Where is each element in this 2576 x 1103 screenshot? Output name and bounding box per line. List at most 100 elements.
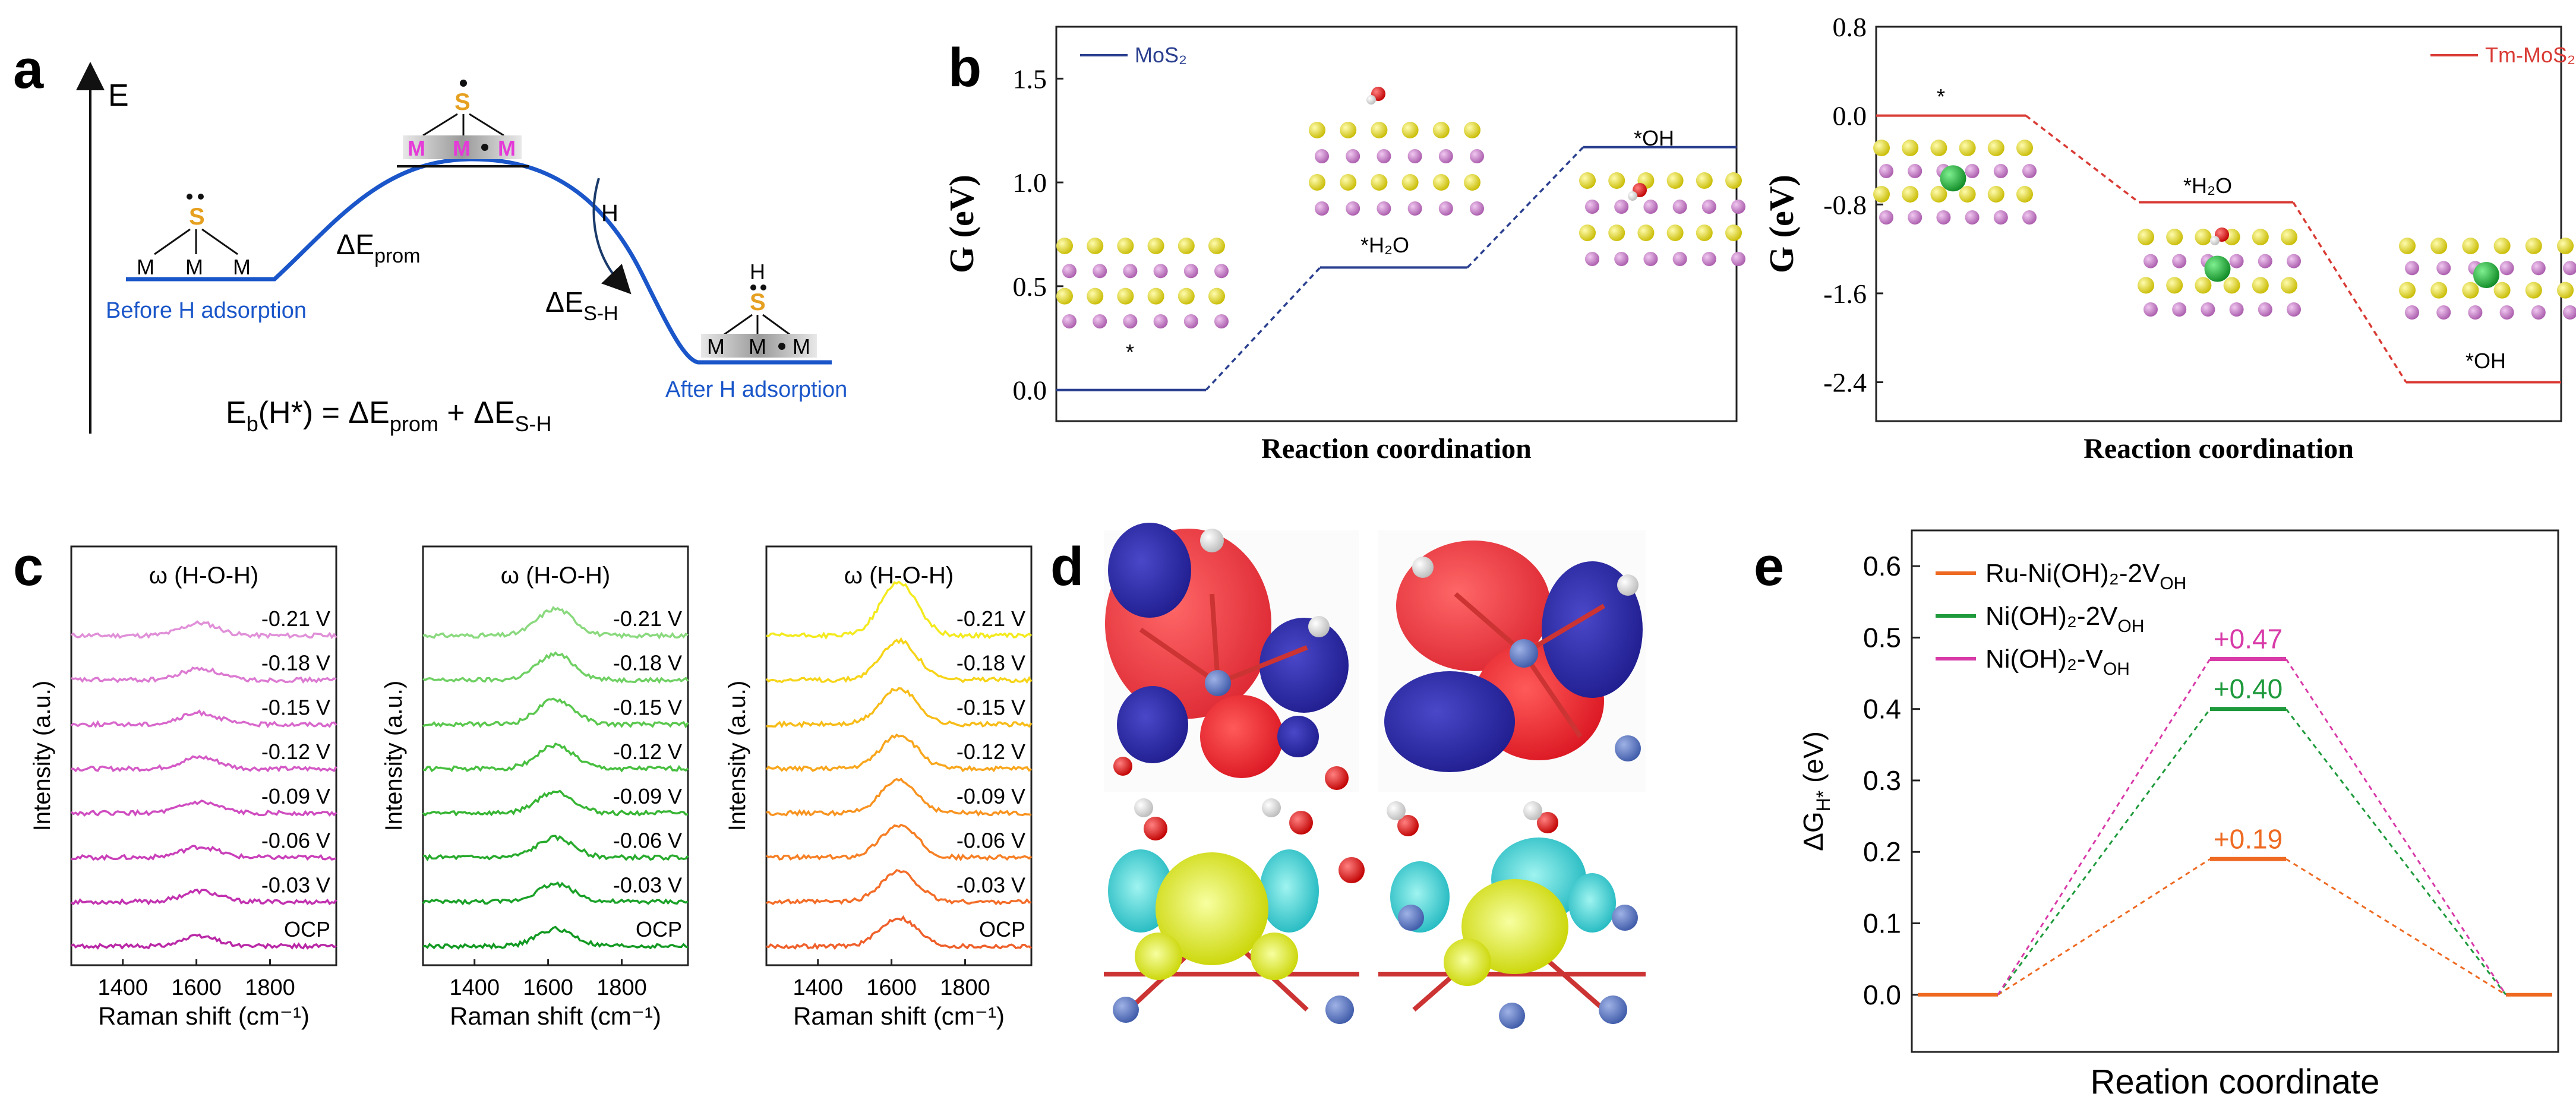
orbital-top-right [1378,530,1646,792]
series-label: -0.06 V [613,829,682,853]
energy-axis-label: E [108,78,129,113]
mo-atom [2499,261,2514,276]
s-atom [1208,287,1225,305]
mo-atom [1614,252,1629,266]
series-label: -0.18 V [261,651,330,675]
mo-atom [2405,305,2419,320]
y-tick-label: 0.4 [1863,694,1901,725]
s-atom [1464,122,1480,138]
spectrum-line [71,889,337,906]
m-atom-label: M [453,136,471,160]
mo-atom [1377,149,1391,163]
s-atom [1987,140,2004,156]
transition-line [2285,708,2507,995]
spectrum-line [422,789,689,817]
x-axis-label: Raman shift (cm⁻¹) [450,1002,661,1030]
s-atom [1579,172,1596,189]
y-tick-label: 0.0 [1833,101,1867,131]
mo-atom [2229,302,2244,317]
s-atom-label: S [750,289,766,315]
series-label: -0.09 V [613,784,682,808]
plot-title: ω (H-O-H) [501,562,611,589]
s-atom [2223,277,2240,294]
y-tick-label: 1.5 [1013,64,1047,94]
data-label: +0.40 [2214,674,2283,704]
s-atom [1087,238,1104,254]
x-tick-label: 1600 [866,975,917,1000]
panel-b-tm-mos2-chart: 0.8 0.0 -0.8 -1.6 -2.4 G (eV) Reaction coordin… [1762,12,2576,464]
state-label: *H₂O [2183,173,2232,198]
s-atom [2493,238,2511,254]
s-atom [1177,238,1195,254]
m-atom-label: M [498,136,516,160]
s-atom [1696,172,1713,189]
s-atom [1340,174,1357,191]
mo-atom [1346,149,1360,163]
mo-atom [2436,261,2451,276]
before-h-label: Before H adsorption [106,298,307,323]
mo-atom [2287,254,2301,268]
series-label: OCP [636,917,682,941]
y-axis-label: Intensity (a.u.) [381,681,407,831]
y-axis-label: Intensity (a.u.) [724,681,750,831]
series-label: -0.03 V [956,873,1025,897]
state-label: *H₂O [1360,233,1409,257]
s-atom [2138,229,2154,245]
mo-atom [1183,264,1198,279]
s-atom [1401,122,1419,138]
s-atom [1873,140,1890,156]
series-label: -0.09 V [261,784,330,808]
mo-atom [1407,149,1422,163]
s-atom [2166,229,2183,245]
series-label: OCP [284,917,330,941]
plot-frame [1875,26,2562,422]
s-atom [1725,225,1742,241]
h-atom [2210,236,2220,245]
delta-e-prom: ΔEprom [336,229,421,267]
x-tick-label: 1600 [171,975,222,1000]
mo-atom [1153,314,1168,328]
s-atom [2493,282,2511,299]
s-atom [2252,229,2269,245]
mo-atom [1153,264,1168,279]
mo-atom [2022,210,2037,225]
x-axis-label: Reation coordinate [2091,1063,2380,1101]
spectrum-line [422,606,689,640]
mo-atom [2563,305,2576,320]
plot-frame [422,545,689,966]
spectrum-line [71,666,337,684]
state-label: *OH [2465,349,2506,373]
panel-letter-e: e [1754,536,1784,597]
mo-atom [1214,314,1229,328]
s-atom [2557,238,2574,254]
spectrum-line [422,925,689,950]
y-tick-label: -1.6 [1823,279,1867,309]
h-atom [1366,95,1376,105]
s-atom [1117,287,1134,305]
energy-curve [126,157,832,365]
mo-atom [1965,164,1980,178]
mo-atom [1879,164,1893,178]
state-label: * [1937,84,1945,109]
m-atom-label: M [408,136,425,160]
s-atom [1371,174,1388,191]
legend-label: Ni(OH)₂-2VOH [1985,602,2144,636]
panel-b-mos2-chart: 0.0 0.5 1.0 1.5 G (eV) Reaction coordination M… [942,26,1745,464]
spectrum-line [766,915,1033,950]
x-axis-label: Raman shift (cm⁻¹) [793,1002,1005,1030]
series-label: -0.06 V [956,829,1025,853]
spectrum-line [422,881,689,906]
s-atom [1902,186,1919,203]
panel-letter-b: b [948,37,981,98]
s-atom [1432,122,1450,138]
mo-atom [1585,200,1599,214]
panel-a: a E S M M M Before H adsorption S M M M [13,39,847,436]
spectrum-line [422,835,689,862]
spectrum-line [422,651,689,684]
s-atom [1725,172,1742,189]
s-atom [1579,225,1596,241]
spectrum-line [422,697,689,729]
y-axis-label: Intensity (a.u.) [29,681,55,831]
s-atom [2016,140,2033,156]
